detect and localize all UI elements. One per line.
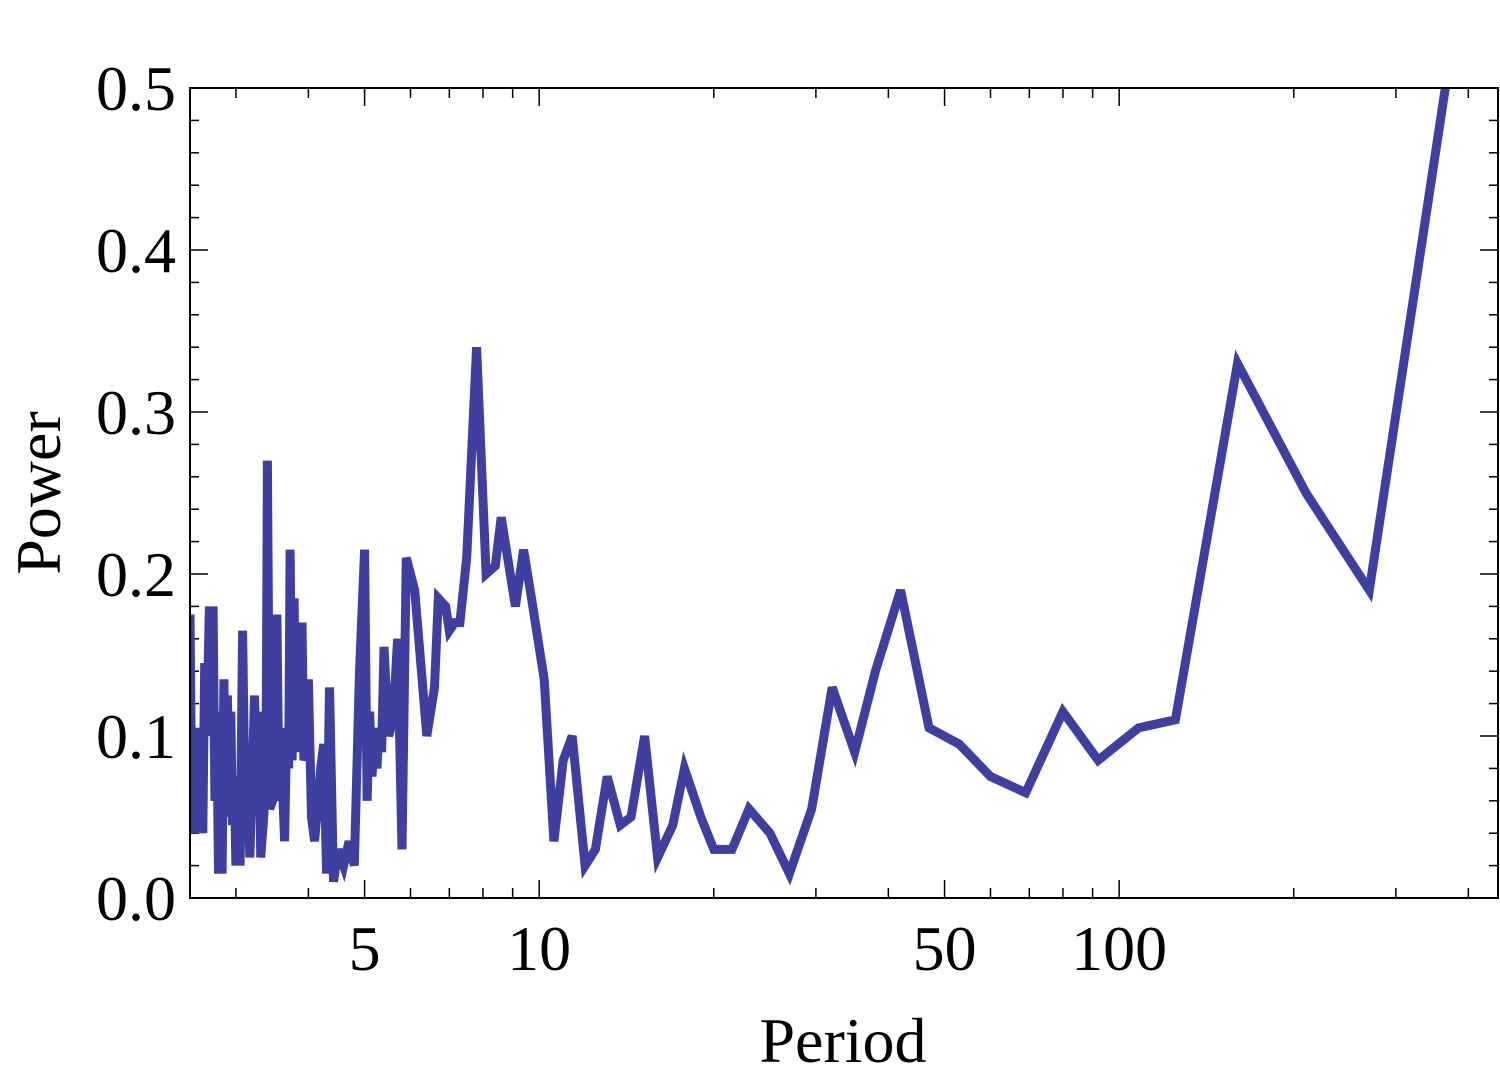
y-tick-label: 0.0 bbox=[96, 863, 176, 934]
x-tick-label: 100 bbox=[1071, 913, 1167, 984]
y-axis-label: Power bbox=[3, 411, 74, 575]
tick-labels: 5 10 50 100 0.0 0.1 0.2 0.3 0.4 0.5 bbox=[96, 53, 1167, 984]
y-tick-label: 0.1 bbox=[96, 701, 176, 772]
y-tick-label: 0.4 bbox=[96, 215, 176, 286]
plot-area bbox=[190, 87, 1450, 886]
plot-frame bbox=[189, 87, 1499, 899]
x-tick-label: 50 bbox=[913, 913, 977, 984]
y-tick-label: 0.2 bbox=[96, 539, 176, 610]
series-line bbox=[190, 87, 1450, 886]
y-tick-label: 0.5 bbox=[96, 53, 176, 124]
x-tick-label: 5 bbox=[349, 913, 381, 984]
axis-ticks bbox=[190, 87, 1498, 899]
y-tick-label: 0.3 bbox=[96, 377, 176, 448]
x-axis-label: Period bbox=[759, 1005, 926, 1076]
x-tick-label: 10 bbox=[507, 913, 571, 984]
